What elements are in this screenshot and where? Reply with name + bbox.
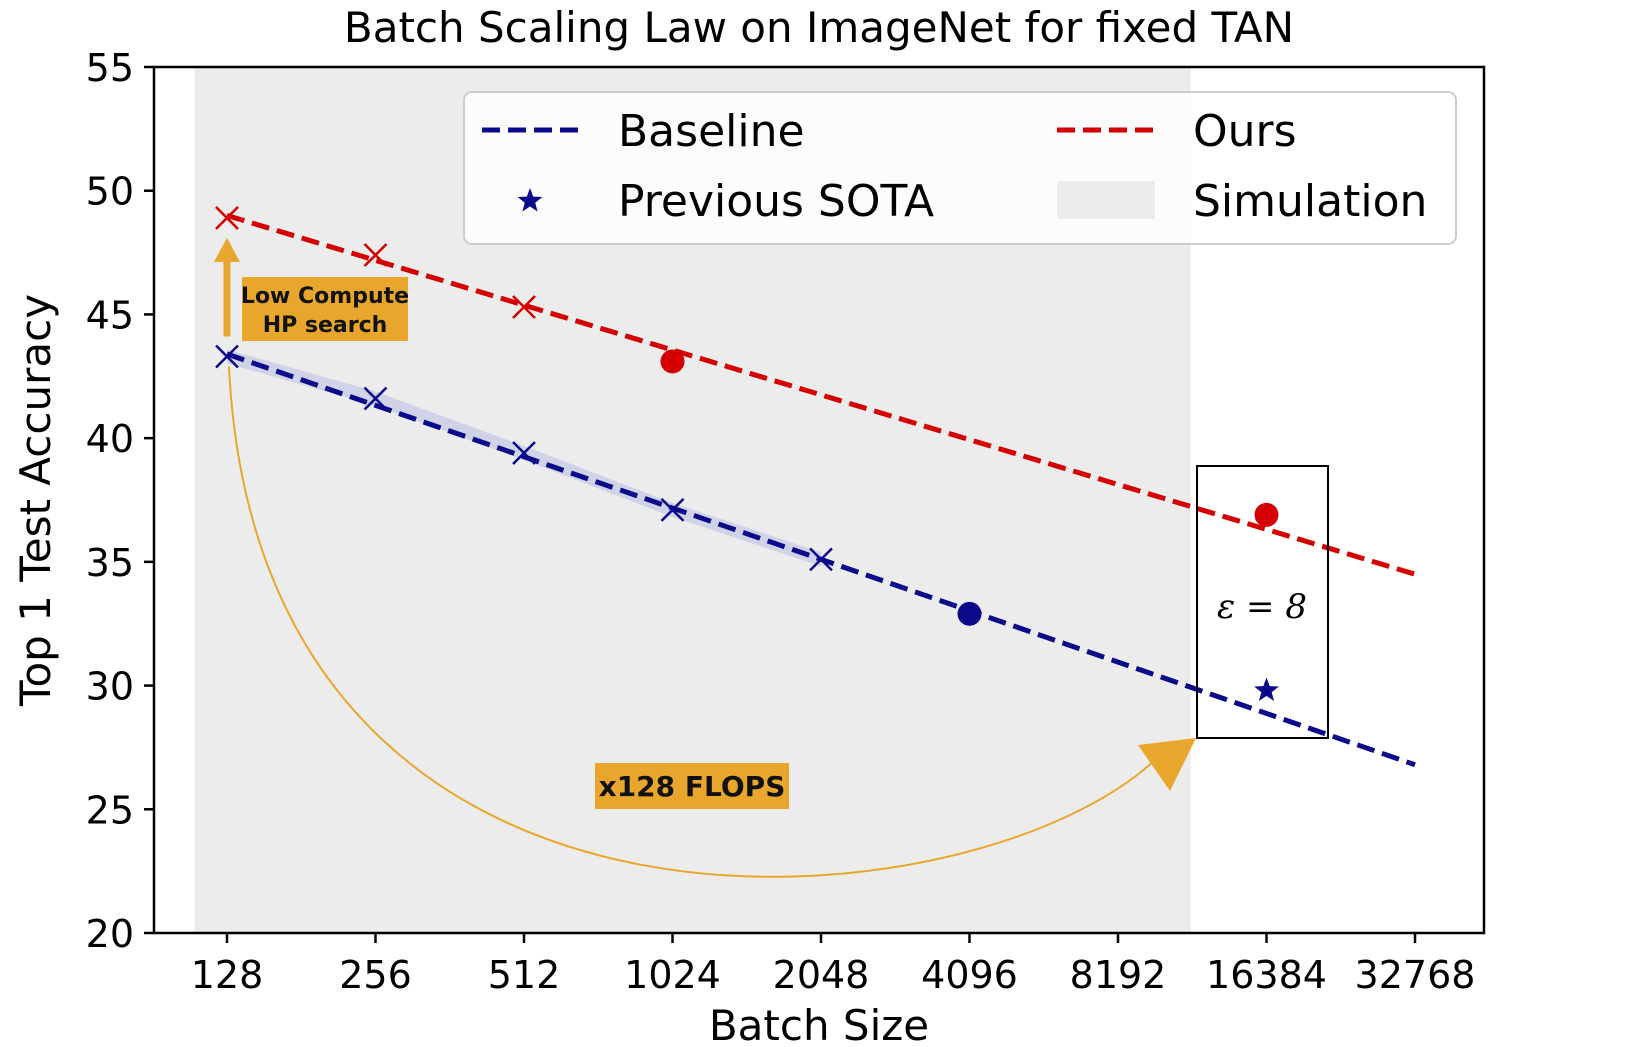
x-axis-label: Batch Size	[709, 1001, 929, 1047]
legend-frame	[463, 91, 1457, 245]
legend-simulation-swatch	[1057, 181, 1155, 219]
ours-real-point	[660, 349, 685, 374]
epsilon-box	[1196, 465, 1329, 739]
baseline-simulated-point	[660, 498, 685, 522]
y-axis-label: Top 1 Test Accuracy	[11, 294, 60, 707]
x-tick-label: 128	[191, 953, 264, 997]
flops-curve-arrow	[228, 366, 1159, 878]
legend-baseline-label: Baseline	[618, 106, 805, 157]
flops-annotation: x128 FLOPS	[228, 366, 1196, 878]
x-tick-label: 32768	[1355, 953, 1476, 997]
x-tick-label: 512	[488, 953, 561, 997]
y-tick-label: 45	[86, 293, 134, 337]
y-tick-label: 35	[86, 541, 134, 585]
y-tick-label: 50	[86, 170, 134, 214]
hp-search-annotation: Low Compute HP search	[214, 237, 409, 341]
baseline-simulated-point-stroke-b	[660, 498, 685, 522]
baseline-simulated-point-stroke-b	[809, 547, 833, 572]
hp-search-label-line2: HP search	[263, 313, 388, 338]
baseline-simulated-point-stroke-b	[215, 344, 239, 369]
legend-ours-label: Ours	[1193, 106, 1297, 157]
ours-simulated-point	[215, 206, 239, 230]
epsilon-annotation: ε = 8	[1196, 465, 1329, 739]
baseline-simulated-point	[512, 441, 536, 465]
baseline-simulated-point-stroke-b	[363, 386, 388, 411]
ours-real-point	[1254, 502, 1279, 527]
y-tick-label: 30	[86, 665, 134, 709]
x-tick-label: 16384	[1206, 953, 1327, 997]
baseline-simulated-point	[809, 547, 833, 572]
ours-simulated-point-stroke-b	[363, 243, 388, 267]
y-tick-label: 55	[86, 46, 134, 90]
y-tick-label: 25	[86, 788, 134, 832]
flops-label-box	[595, 763, 789, 809]
hp-search-arrow-head	[214, 237, 240, 262]
x-tick-label: 4096	[921, 953, 1018, 997]
legend: Baseline Ours Previous SOTA Simulation	[463, 91, 1457, 245]
hp-search-label-line1: Low Compute	[241, 284, 409, 309]
ours-simulated-point-stroke-b	[512, 295, 536, 319]
flops-arrow-head	[1138, 738, 1196, 791]
baseline-simulated-point	[215, 344, 239, 369]
ours-simulated-point	[363, 243, 388, 267]
x-tick-label: 8192	[1070, 953, 1167, 997]
x-tick-label: 256	[339, 953, 412, 997]
baseline-simulated-point-stroke-b	[512, 441, 536, 465]
ours-simulated-point	[512, 295, 536, 319]
hp-search-label-box	[242, 277, 408, 341]
baseline-real-point	[957, 601, 982, 626]
legend-sota-star	[517, 188, 543, 212]
epsilon-label: ε = 8	[1217, 587, 1307, 627]
legend-sota-swatch	[517, 188, 543, 212]
x-tick-label: 2048	[773, 953, 870, 997]
legend-sota-label: Previous SOTA	[618, 176, 934, 227]
plot-frame	[152, 65, 1486, 935]
chart-title: Batch Scaling Law on ImageNet for fixed …	[344, 3, 1294, 52]
baseline-simulated-point	[363, 386, 388, 411]
flops-label: x128 FLOPS	[599, 770, 786, 803]
y-tick-label: 40	[86, 417, 134, 461]
previous-sota-point	[1254, 677, 1279, 701]
x-tick-label: 1024	[624, 953, 721, 997]
y-tick-label: 20	[86, 912, 134, 956]
ours-simulated-point-stroke-b	[215, 206, 239, 230]
legend-simulation-label: Simulation	[1193, 176, 1427, 227]
